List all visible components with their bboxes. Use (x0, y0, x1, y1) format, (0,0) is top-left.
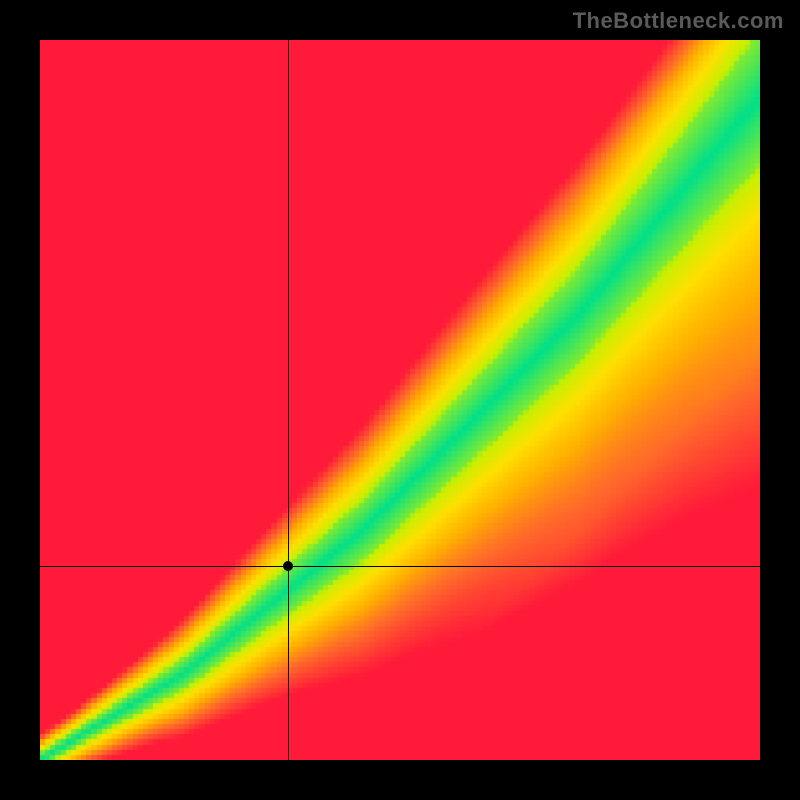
watermark-text: TheBottleneck.com (573, 8, 784, 34)
plot-area (40, 40, 760, 760)
crosshair-horizontal (40, 566, 760, 567)
crosshair-marker (283, 561, 293, 571)
heatmap-canvas (40, 40, 760, 760)
chart-container: TheBottleneck.com (0, 0, 800, 800)
crosshair-vertical (288, 40, 289, 760)
